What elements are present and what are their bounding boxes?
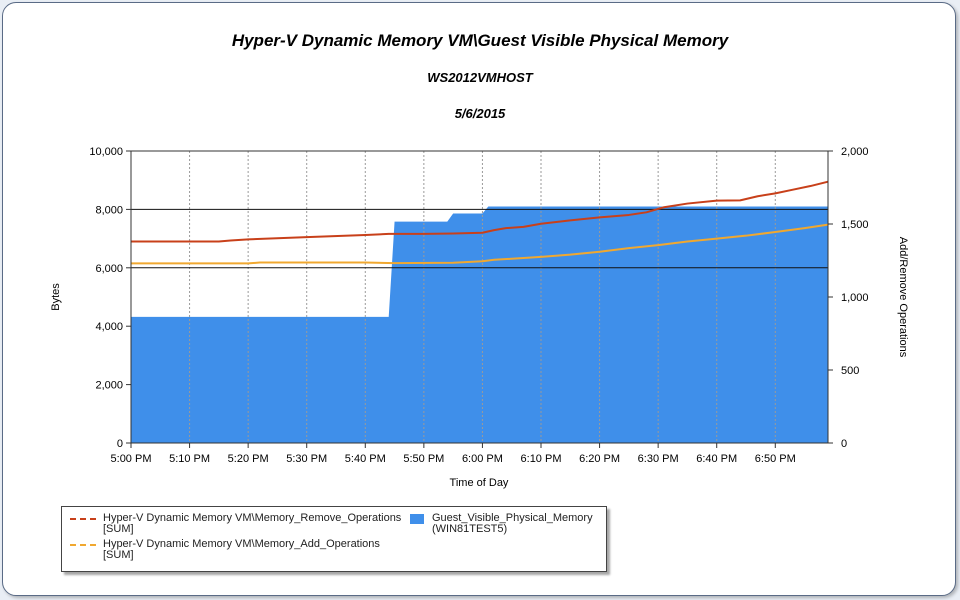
- y-right-tick-label: 2,000: [841, 146, 869, 158]
- y-left-tick-label: 8,000: [95, 204, 123, 216]
- legend-swatch-guest-memory: [410, 514, 424, 524]
- y-left-tick-label: 6,000: [95, 263, 123, 275]
- chart-legend: Hyper-V Dynamic Memory VM\Memory_Remove_…: [61, 506, 607, 572]
- legend-swatch-remove-ops: [70, 518, 96, 520]
- x-tick-label: 5:20 PM: [228, 453, 269, 465]
- legend-item-remove-ops: Hyper-V Dynamic Memory VM\Memory_Remove_…: [70, 513, 401, 535]
- x-tick-label: 6:00 PM: [462, 453, 503, 465]
- y-right-tick-label: 1,500: [841, 219, 869, 231]
- legend-label-add-ops: Hyper-V Dynamic Memory VM\Memory_Add_Ope…: [103, 538, 380, 550]
- x-tick-label: 6:50 PM: [755, 453, 796, 465]
- legend-label-remove-ops: Hyper-V Dynamic Memory VM\Memory_Remove_…: [103, 512, 402, 524]
- axes-group: 0 2,000 4,000 6,000 8,000 10,000 0 500 1,000 1,50…: [89, 146, 868, 465]
- x-tick-label: 6:10 PM: [521, 453, 562, 465]
- y-right-tick-label: 0: [841, 438, 847, 450]
- y-right-tick-label: 1,000: [841, 292, 869, 304]
- x-tick-label: 5:00 PM: [111, 453, 152, 465]
- legend-suffix-add-ops: [SUM]: [103, 549, 134, 561]
- x-tick-label: 5:40 PM: [345, 453, 386, 465]
- legend-item-add-ops: Hyper-V Dynamic Memory VM\Memory_Add_Ope…: [70, 539, 380, 561]
- x-tick-label: 5:30 PM: [286, 453, 327, 465]
- legend-suffix-guest-memory: (WIN81TEST5): [432, 523, 508, 535]
- chart-subtitle-host: WS2012VMHOST: [427, 70, 533, 85]
- x-tick-label: 6:20 PM: [579, 453, 620, 465]
- y-axis-right-title: Add/Remove Operations: [897, 237, 909, 358]
- y-left-tick-label: 0: [117, 438, 123, 450]
- x-tick-label: 5:50 PM: [403, 453, 444, 465]
- x-tick-label: 6:40 PM: [696, 453, 737, 465]
- y-left-tick-label: 10,000: [89, 146, 123, 158]
- series-guest-memory-area: [131, 206, 828, 443]
- legend-suffix-remove-ops: [SUM]: [103, 523, 134, 535]
- legend-item-guest-memory: Guest_Visible_Physical_Memory (WIN81TEST5…: [410, 513, 593, 535]
- area-series-group: [131, 206, 828, 443]
- x-axis-title: Time of Day: [450, 477, 509, 489]
- legend-swatch-add-ops: [70, 544, 96, 546]
- legend-label-guest-memory: Guest_Visible_Physical_Memory: [432, 512, 593, 524]
- y-left-tick-label: 4,000: [95, 321, 123, 333]
- y-axis-left-title: Bytes: [50, 283, 62, 311]
- series-remove-operations-line: [131, 180, 829, 243]
- x-tick-label: 5:10 PM: [169, 453, 210, 465]
- line-series-group: [131, 180, 829, 265]
- chart-title: Hyper-V Dynamic Memory VM\Guest Visible …: [231, 31, 729, 50]
- x-tick-label: 6:30 PM: [638, 453, 679, 465]
- chart-subtitle-date: 5/6/2015: [454, 106, 506, 121]
- y-left-tick-label: 2,000: [95, 380, 123, 392]
- y-right-tick-label: 500: [841, 365, 859, 377]
- series-add-operations-line: [131, 223, 829, 265]
- grid-group: [131, 151, 828, 443]
